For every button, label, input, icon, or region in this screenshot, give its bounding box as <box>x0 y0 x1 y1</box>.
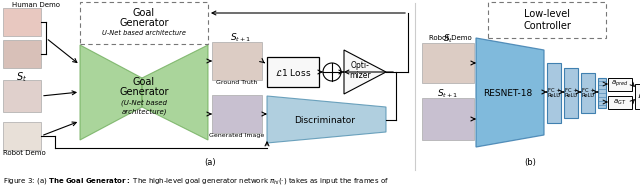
Text: U-Net based architecture: U-Net based architecture <box>102 30 186 36</box>
Bar <box>608 96 632 109</box>
Text: architecture): architecture) <box>121 109 167 115</box>
Text: Discriminator: Discriminator <box>294 115 355 124</box>
Text: Low-level: Low-level <box>524 9 570 19</box>
Bar <box>581 73 595 113</box>
Text: Goal: Goal <box>133 77 155 87</box>
Text: Robot Demo: Robot Demo <box>3 150 45 156</box>
Text: RESNET-18: RESNET-18 <box>483 89 532 97</box>
Text: $\mathcal{L}_{ac}$: $\mathcal{L}_{ac}$ <box>637 90 640 102</box>
Text: (b): (b) <box>524 158 536 166</box>
Polygon shape <box>267 96 386 143</box>
Bar <box>3 40 41 68</box>
Bar <box>212 95 262 133</box>
Text: $\mathit{S}_t$: $\mathit{S}_t$ <box>443 33 453 45</box>
Bar <box>488 2 606 38</box>
Text: Controller: Controller <box>523 21 571 31</box>
Text: $a_{pred}$: $a_{pred}$ <box>611 79 628 89</box>
Text: Robot Demo: Robot Demo <box>429 35 472 41</box>
Text: Figure 3: (a) $\bf{The\ Goal\ Generator:}$ The high-level goal generator network: Figure 3: (a) $\bf{The\ Goal\ Generator:… <box>3 176 389 186</box>
Polygon shape <box>344 50 386 94</box>
Bar <box>564 68 578 118</box>
Text: (a): (a) <box>204 158 216 166</box>
Polygon shape <box>80 45 142 140</box>
Text: Ground Truth: Ground Truth <box>216 80 258 84</box>
Bar <box>422 98 474 140</box>
Text: Generator: Generator <box>119 18 169 28</box>
Text: $\mathit{S}_t$: $\mathit{S}_t$ <box>17 70 28 84</box>
Bar <box>3 80 41 112</box>
Bar <box>547 63 561 123</box>
Text: Generated Image: Generated Image <box>209 132 264 138</box>
Text: FC +
ReLU: FC + ReLU <box>564 88 577 98</box>
Bar <box>598 78 606 108</box>
Text: FC +
ReLU: FC + ReLU <box>581 88 595 98</box>
Text: $\mathit{S}_{t+1}$: $\mathit{S}_{t+1}$ <box>230 32 252 44</box>
Text: Goal: Goal <box>133 8 155 18</box>
Polygon shape <box>476 38 544 147</box>
Text: $\mathit{S}_{t+1}$: $\mathit{S}_{t+1}$ <box>437 88 459 100</box>
Text: Opti-: Opti- <box>351 61 369 70</box>
Text: $\mathcal{L}1$ Loss: $\mathcal{L}1$ Loss <box>275 66 311 77</box>
Text: Generator: Generator <box>119 87 169 97</box>
Text: $a_{GT}$: $a_{GT}$ <box>613 97 627 107</box>
Text: FC +
ReLU: FC + ReLU <box>547 88 561 98</box>
Bar <box>267 57 319 87</box>
Polygon shape <box>142 45 208 140</box>
Bar <box>80 2 208 44</box>
Bar <box>3 8 41 36</box>
Text: Human Demo: Human Demo <box>12 2 60 8</box>
Text: mizer: mizer <box>349 71 371 80</box>
Text: (U-Net based: (U-Net based <box>121 100 167 106</box>
Bar <box>3 122 41 150</box>
Bar <box>608 78 632 91</box>
Bar <box>635 84 640 109</box>
Bar <box>422 43 474 83</box>
Bar <box>212 42 262 80</box>
